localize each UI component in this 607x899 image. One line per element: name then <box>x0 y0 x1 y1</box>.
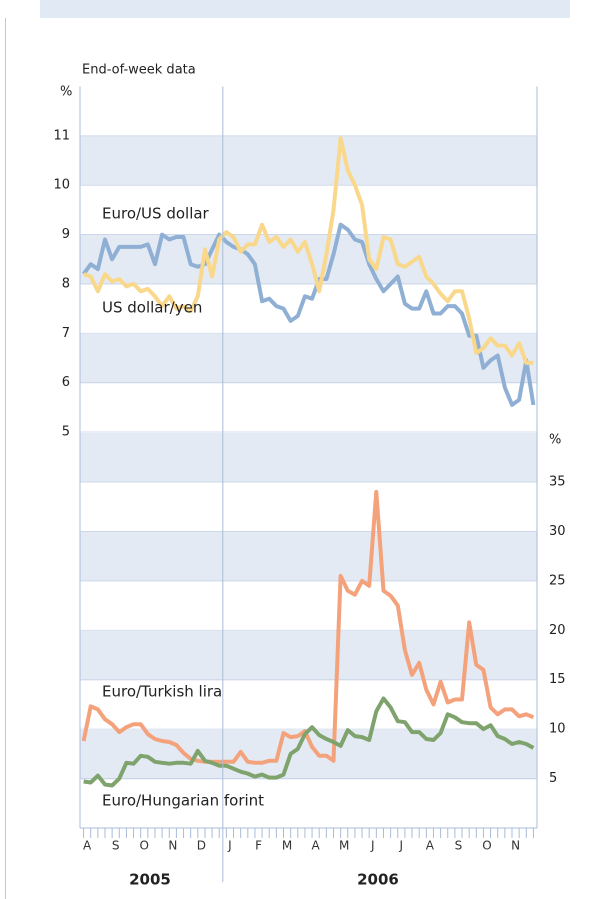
band <box>80 631 537 681</box>
y-tick-label: 5 <box>549 771 557 786</box>
y-tick-label: 25 <box>549 573 566 588</box>
x-tick-label: N <box>511 839 520 853</box>
band <box>80 334 537 384</box>
x-tick-label: J <box>227 839 232 853</box>
series-label: Euro/Turkish lira <box>102 683 222 701</box>
series-line <box>81 222 536 407</box>
band <box>80 532 537 582</box>
x-tick-label: S <box>455 839 463 853</box>
y-tick-label: 5 <box>62 425 70 440</box>
series-line <box>83 696 535 788</box>
x-tick-label: A <box>426 839 435 853</box>
year-label: 2005 <box>129 871 171 889</box>
series-label: Euro/US dollar <box>102 205 210 223</box>
y-tick-label: 8 <box>62 276 70 291</box>
x-tick-label: A <box>83 839 92 853</box>
x-tick-label: N <box>168 839 177 853</box>
y-tick-label: 10 <box>53 178 70 193</box>
year-label: 2006 <box>357 871 399 889</box>
y-tick-label: 7 <box>62 326 70 341</box>
y-unit: % <box>549 433 561 448</box>
y-tick-label: 9 <box>62 227 70 242</box>
y-tick-label: 6 <box>62 375 70 390</box>
x-tick-label: J <box>370 839 375 853</box>
y-tick-label: 30 <box>549 524 566 539</box>
x-tick-label: A <box>312 839 321 853</box>
x-tick-label: D <box>197 839 206 853</box>
series-line <box>82 136 534 365</box>
x-tick-label: J <box>399 839 404 853</box>
series-label: US dollar/yen <box>102 299 202 317</box>
y-tick-label: 20 <box>549 623 566 638</box>
x-tick-label: O <box>140 839 149 853</box>
x-tick-label: O <box>482 839 491 853</box>
series-label: Euro/Hungarian forint <box>102 792 264 810</box>
band <box>80 235 537 285</box>
y-tick-label: 15 <box>549 672 566 687</box>
bands <box>80 136 537 780</box>
x-tick-label: M <box>282 839 292 853</box>
band <box>80 136 537 186</box>
series-line <box>81 489 535 765</box>
y-unit: % <box>60 85 72 100</box>
x-tick-label: S <box>112 839 120 853</box>
y-tick-label: 11 <box>53 128 70 143</box>
top-strip <box>40 0 570 18</box>
x-tick-label: M <box>339 839 349 853</box>
band <box>80 433 537 483</box>
y-tick-label: 35 <box>549 475 566 490</box>
subtitle: End-of-week data <box>82 63 196 78</box>
y-tick-label: 10 <box>549 722 566 737</box>
x-tick-label: F <box>255 839 262 853</box>
